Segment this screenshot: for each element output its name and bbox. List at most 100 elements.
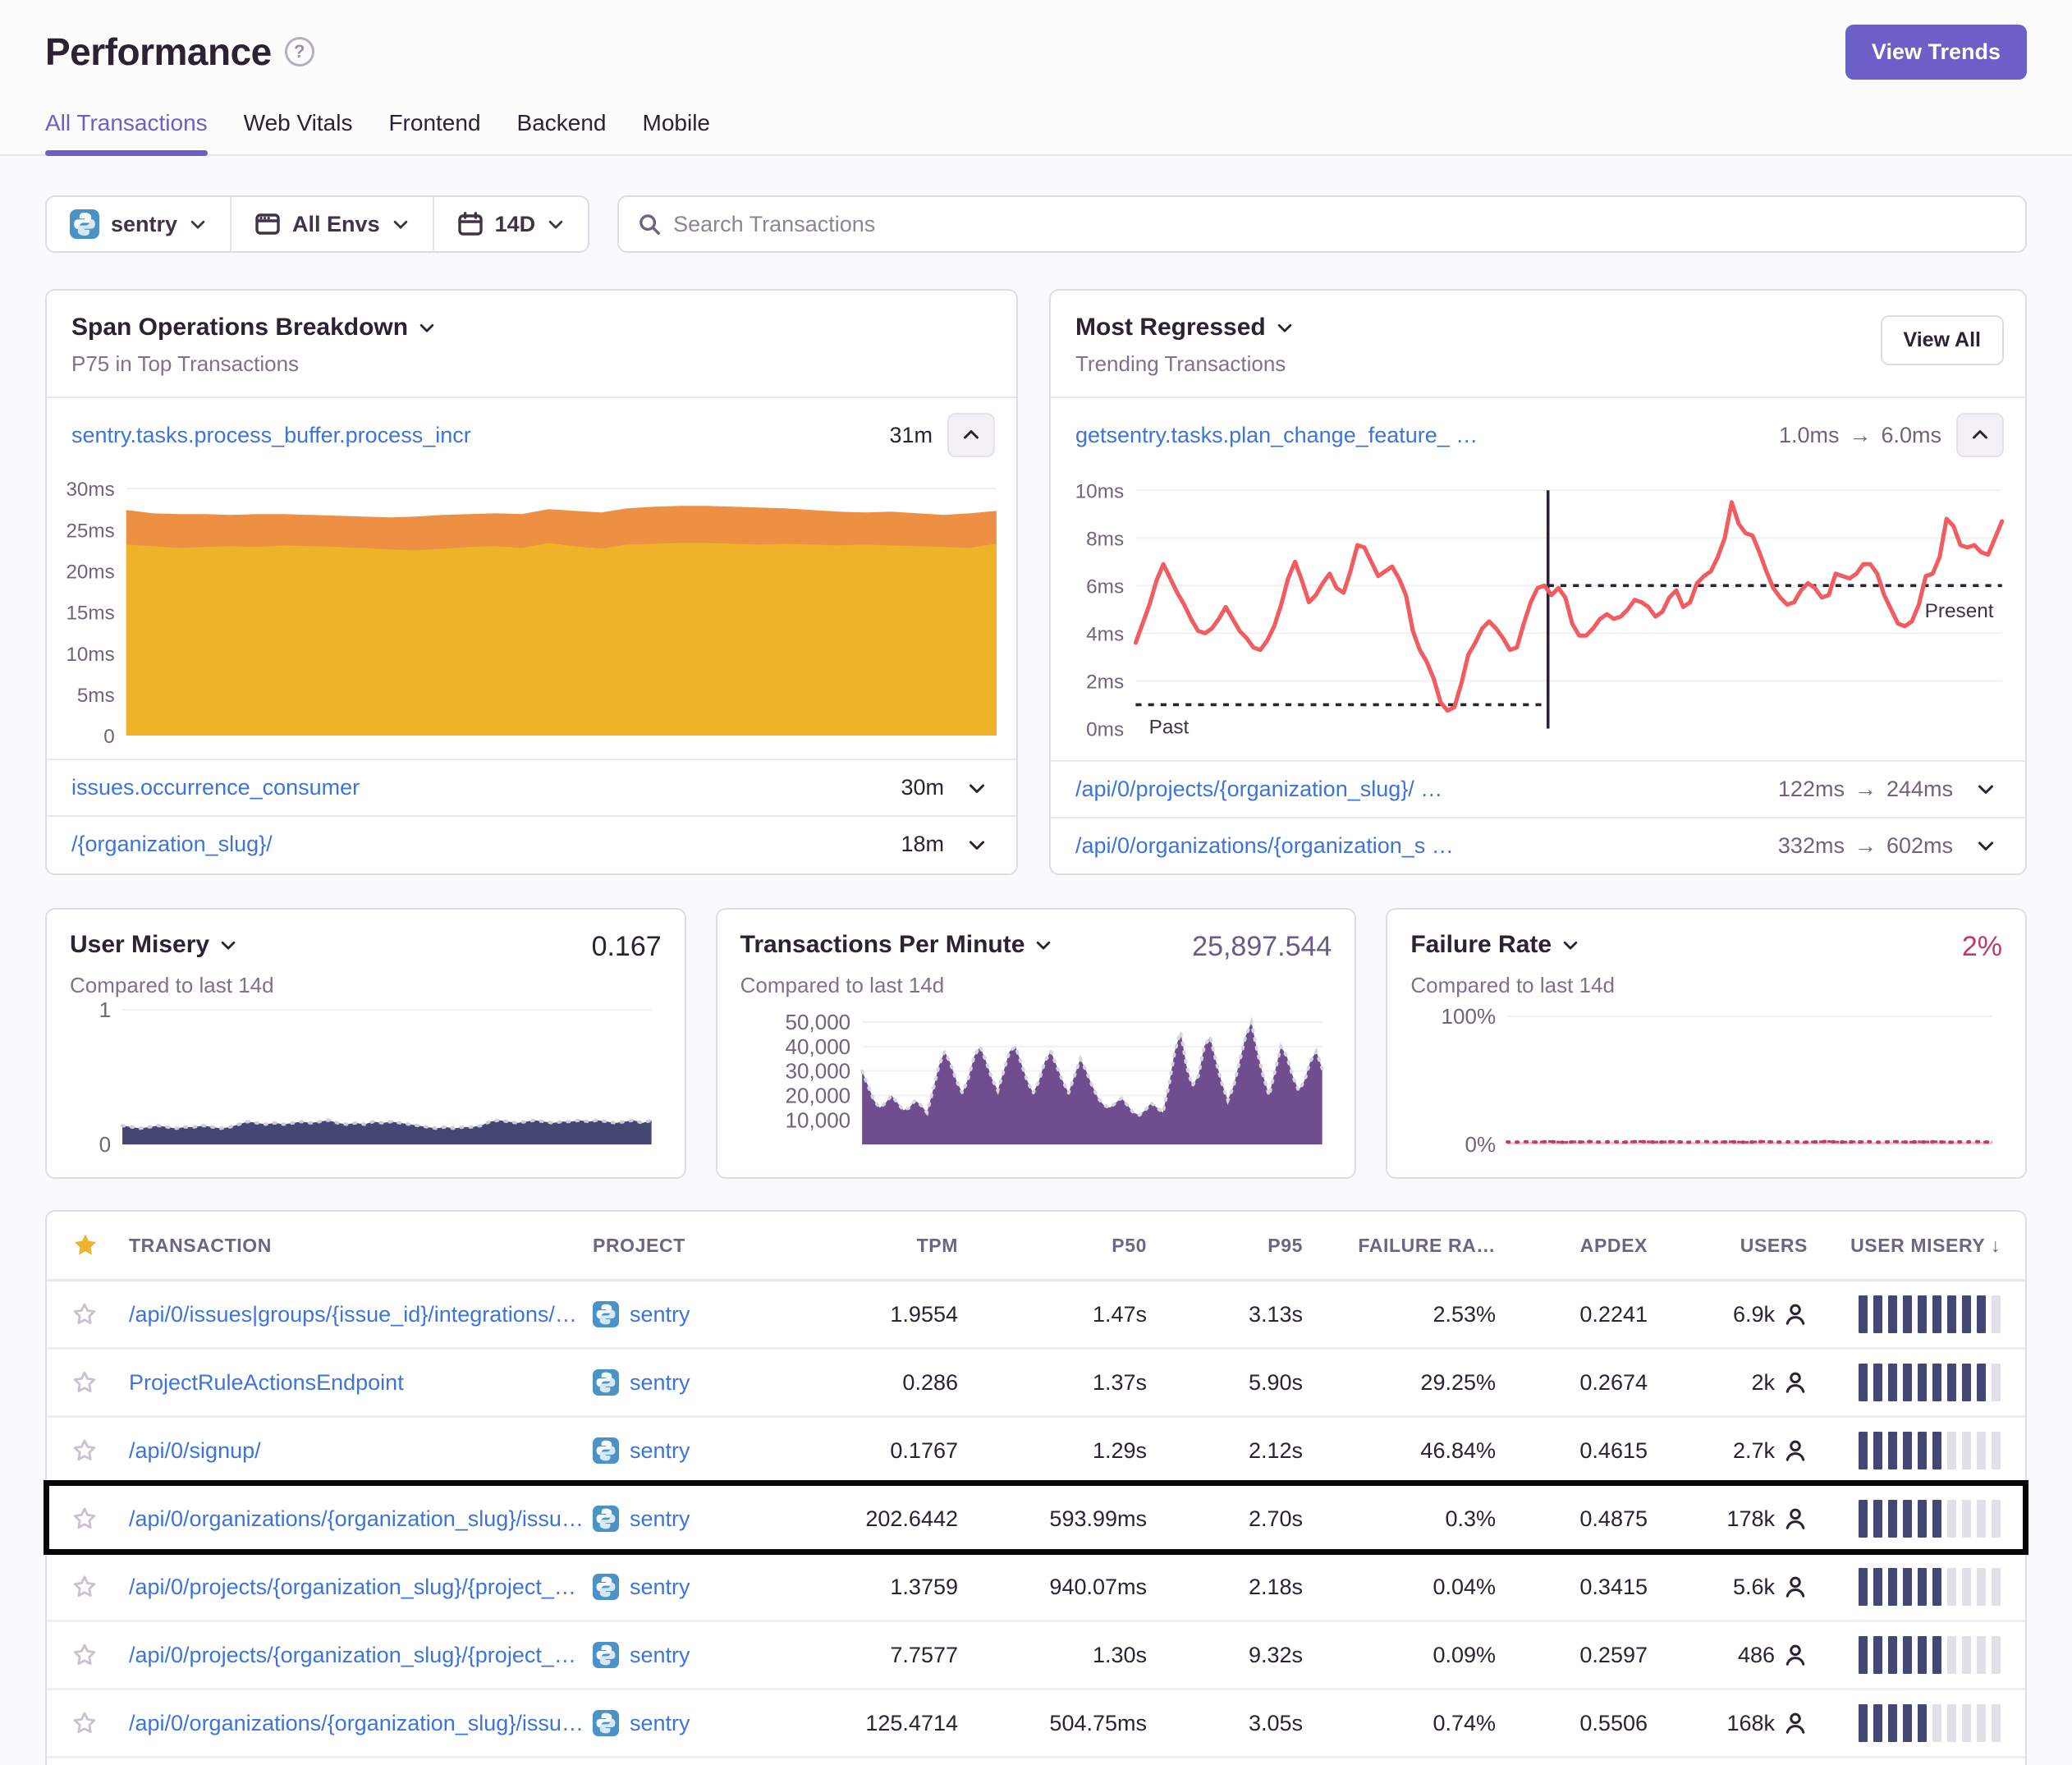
tab-frontend[interactable]: Frontend [388, 110, 480, 154]
tpm-title[interactable]: Transactions Per Minute [740, 931, 1193, 959]
misery-bar [1903, 1295, 1912, 1333]
search-input[interactable] [673, 212, 2007, 237]
python-project-icon [70, 209, 99, 239]
help-icon[interactable]: ? [285, 37, 314, 66]
chevron-down-icon [219, 936, 237, 954]
project-link[interactable]: sentry [593, 1437, 794, 1464]
view-all-button[interactable]: View All [1881, 315, 2004, 365]
user-misery-score-bar [1808, 1295, 2001, 1333]
failure-rate-title[interactable]: Failure Rate [1410, 931, 1962, 959]
misery-bar [1932, 1295, 1941, 1333]
star-icon [71, 1506, 98, 1532]
misery-bar [1859, 1364, 1868, 1401]
project-link[interactable]: sentry [593, 1301, 794, 1327]
transaction-link[interactable]: ProjectRuleActionsEndpoint [129, 1370, 593, 1396]
user-misery-score-bar [1808, 1364, 2001, 1401]
tab-all-transactions[interactable]: All Transactions [45, 110, 208, 154]
misery-bar [1992, 1295, 2001, 1333]
misery-bar [1918, 1364, 1927, 1401]
star-toggle[interactable] [71, 1506, 129, 1532]
star-toggle[interactable] [71, 1574, 129, 1600]
misery-bar [1873, 1568, 1882, 1606]
project-link[interactable]: sentry [593, 1369, 794, 1396]
expand-button[interactable] [1968, 836, 2004, 855]
python-project-icon [593, 1642, 619, 1668]
column-header-users[interactable]: USERS [1648, 1235, 1808, 1257]
star-toggle[interactable] [71, 1710, 129, 1736]
user-misery-score-bar [1808, 1636, 2001, 1674]
column-header-p95[interactable]: P95 [1147, 1235, 1303, 1257]
misery-bar [1992, 1568, 2001, 1606]
chevron-down-icon [1976, 779, 1996, 799]
svg-text:6ms: 6ms [1086, 575, 1124, 598]
span-op-link[interactable]: issues.occurrence_consumer [71, 775, 901, 800]
column-header-tpm[interactable]: TPM [794, 1235, 958, 1257]
misery-bar [1888, 1568, 1897, 1606]
star-icon [71, 1642, 98, 1668]
apdex-cell: 0.2597 [1496, 1643, 1648, 1668]
user-misery-title[interactable]: User Misery [70, 931, 592, 959]
failure-rate-chart: 100%0% [1410, 998, 2002, 1162]
p95-cell: 5.90s [1147, 1370, 1303, 1396]
tab-mobile[interactable]: Mobile [643, 110, 710, 154]
column-header-p50[interactable]: P50 [958, 1235, 1147, 1257]
project-link[interactable]: sentry [593, 1574, 794, 1600]
chevron-down-icon [418, 319, 436, 337]
collapse-button[interactable] [947, 413, 995, 457]
svg-text:25ms: 25ms [66, 520, 114, 542]
transaction-link[interactable]: /api/0/signup/ [129, 1438, 593, 1464]
environment-filter[interactable]: All Envs [230, 197, 433, 251]
project-link[interactable]: sentry [593, 1506, 794, 1532]
svg-text:2ms: 2ms [1086, 672, 1124, 694]
regressed-transaction-link[interactable]: getsentry.tasks.plan_change_feature_ … [1075, 423, 1779, 448]
column-header-user-misery[interactable]: USER MISERY ↓ [1808, 1235, 2001, 1257]
expand-button[interactable] [1968, 779, 2004, 799]
tab-backend[interactable]: Backend [517, 110, 607, 154]
p95-cell: 2.12s [1147, 1438, 1303, 1464]
misery-bar [1859, 1568, 1868, 1606]
svg-text:50,000: 50,000 [785, 1010, 850, 1034]
view-trends-button[interactable]: View Trends [1845, 25, 2027, 80]
star-toggle[interactable] [71, 1642, 129, 1668]
regressed-transaction-link[interactable]: /api/0/organizations/{organization_s … [1075, 833, 1778, 859]
tab-web-vitals[interactable]: Web Vitals [244, 110, 353, 154]
misery-bar [1859, 1295, 1868, 1333]
collapse-button[interactable] [1956, 413, 2004, 457]
svg-text:30,000: 30,000 [785, 1059, 850, 1084]
chevron-down-icon [1561, 936, 1579, 954]
chevron-down-icon [967, 778, 987, 798]
column-header-project[interactable]: PROJECT [593, 1235, 794, 1257]
column-header-apdex[interactable]: APDEX [1496, 1235, 1648, 1257]
star-toggle[interactable] [71, 1437, 129, 1464]
python-project-icon [593, 1574, 619, 1600]
chevron-down-icon [547, 215, 565, 233]
transaction-link[interactable]: /api/0/projects/{organization_slug}/{pro… [129, 1643, 593, 1668]
star-toggle[interactable] [71, 1301, 129, 1327]
apdex-cell: 0.3415 [1496, 1575, 1648, 1600]
project-filter[interactable]: sentry [47, 197, 230, 251]
users-icon [1783, 1438, 1808, 1463]
arrow-right-icon: → [1854, 777, 1877, 802]
column-header-failure-rate[interactable]: FAILURE RA… [1303, 1235, 1496, 1257]
project-link[interactable]: sentry [593, 1710, 794, 1736]
date-range-filter[interactable]: 14D [433, 197, 589, 251]
transaction-link[interactable]: /api/0/organizations/{organization_slug}… [129, 1506, 593, 1532]
span-op-link[interactable]: sentry.tasks.process_buffer.process_incr [71, 423, 889, 448]
span-op-link[interactable]: /{organization_slug}/ [71, 832, 901, 857]
misery-bar [1888, 1500, 1897, 1538]
most-regressed-title[interactable]: Most Regressed [1075, 314, 2001, 342]
project-link[interactable]: sentry [593, 1642, 794, 1668]
table-body: /api/0/issues|groups/{issue_id}/integrat… [47, 1281, 2025, 1765]
expand-button[interactable] [959, 778, 995, 798]
star-toggle[interactable] [71, 1369, 129, 1396]
star-column-header-icon[interactable] [71, 1231, 129, 1259]
transaction-link[interactable]: /api/0/issues|groups/{issue_id}/integrat… [129, 1302, 593, 1327]
expand-button[interactable] [959, 835, 995, 855]
column-header-transaction[interactable]: TRANSACTION [129, 1235, 593, 1257]
transaction-link[interactable]: /api/0/projects/{organization_slug}/{pro… [129, 1575, 593, 1600]
regressed-transaction-link[interactable]: /api/0/projects/{organization_slug}/ … [1075, 777, 1778, 802]
misery-bar [1977, 1500, 1986, 1538]
span-ops-title[interactable]: Span Operations Breakdown [71, 314, 992, 342]
transaction-link[interactable]: /api/0/organizations/{organization_slug}… [129, 1711, 593, 1736]
svg-text:Past: Past [1149, 717, 1190, 739]
